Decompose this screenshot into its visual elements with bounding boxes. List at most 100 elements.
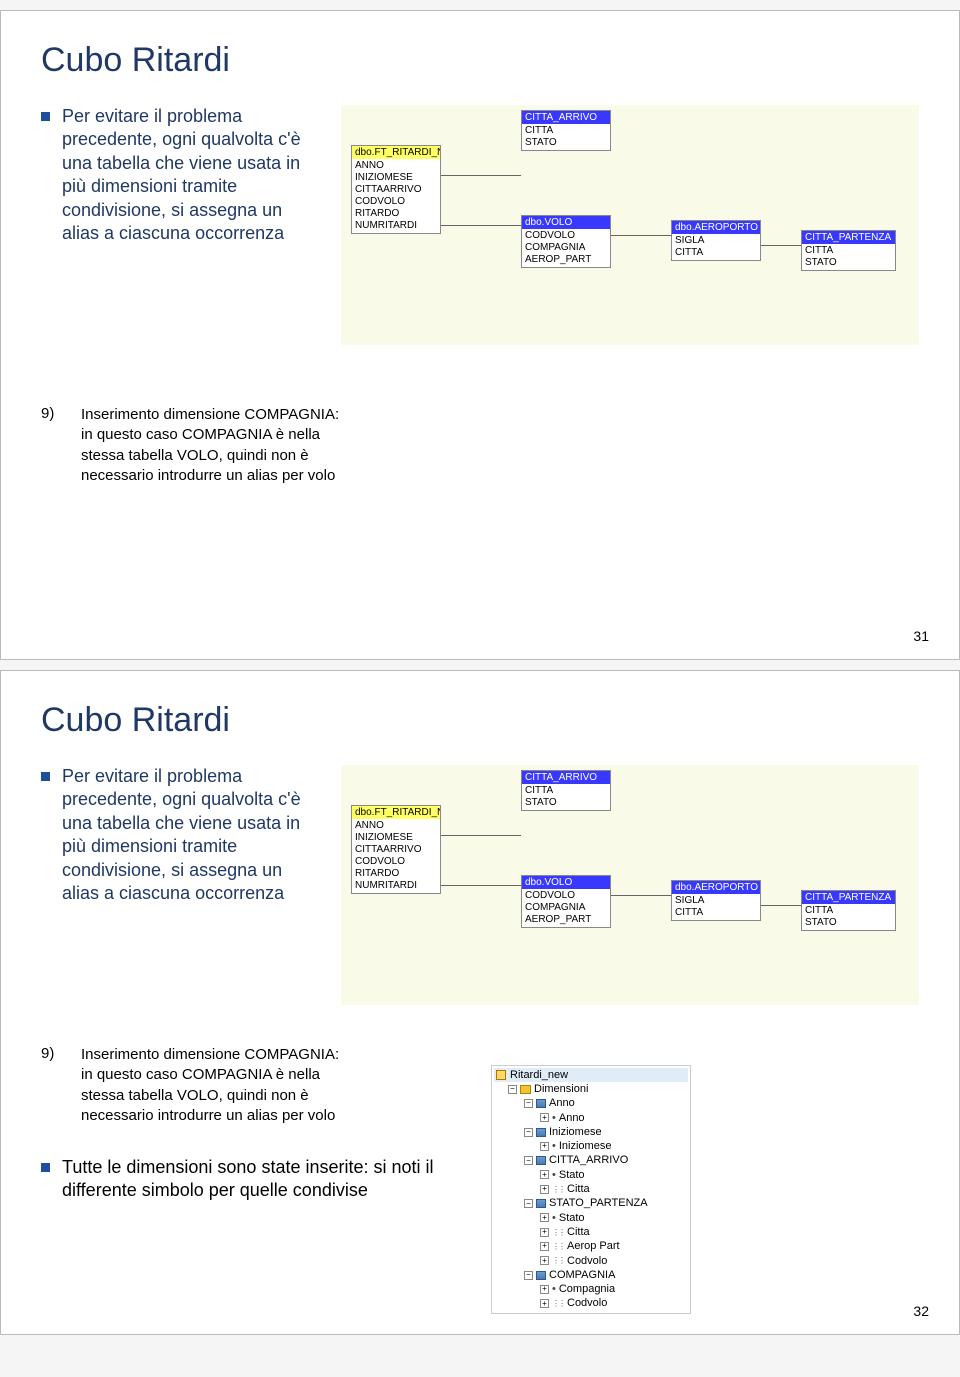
item-text: Inserimento dimensione COMPAGNIA: in que… [81, 1045, 341, 1126]
expand-icon: + [540, 1213, 549, 1222]
table-fields: CITTASTATO [802, 244, 895, 270]
numbered-item: 9) Inserimento dimensione COMPAGNIA: in … [41, 1045, 461, 1126]
table-header: dbo.VOLO [522, 876, 610, 889]
slide-32: Cubo Ritardi Per evitare il problema pre… [0, 670, 960, 1335]
table-fields: ANNOINIZIOMESECITTAARRIVOCODVOLORITARDON… [352, 159, 440, 233]
tree-level: + Citta [494, 1225, 688, 1239]
table-fields: CODVOLOCOMPAGNIAAEROP_PART [522, 229, 610, 267]
dimension-icon [536, 1199, 546, 1208]
expand-icon: + [540, 1299, 549, 1308]
item-number: 9) [41, 1045, 61, 1126]
tree-label: Iniziomese [549, 1125, 602, 1139]
table-box: CITTA_PARTENZACITTASTATO [801, 890, 896, 931]
tree-dimension: −STATO_PARTENZA [494, 1196, 688, 1210]
table-header: dbo.AEROPORTO [672, 221, 760, 234]
table-header: dbo.FT_RITARDI_NEW [352, 806, 440, 819]
tree-level: + Compagnia [494, 1282, 688, 1296]
item-text: Inserimento dimensione COMPAGNIA: in que… [81, 405, 341, 486]
bullet-area: Per evitare il problema precedente, ogni… [41, 105, 321, 253]
tree-level: + Iniziomese [494, 1139, 688, 1153]
tree-dimension: −COMPAGNIA [494, 1268, 688, 1282]
page-number: 31 [913, 628, 929, 644]
connector-line [611, 895, 671, 896]
table-fields: CITTASTATO [522, 124, 610, 150]
table-fields: CITTASTATO [802, 904, 895, 930]
table-header: dbo.VOLO [522, 216, 610, 229]
expand-icon: + [540, 1185, 549, 1194]
tree-dimension: − Iniziomese [494, 1125, 688, 1139]
tree-dimension: − Anno [494, 1096, 688, 1110]
table-header: CITTA_ARRIVO [522, 771, 610, 784]
bullet-item: Tutte le dimensioni sono state inserite:… [41, 1156, 461, 1203]
dimension-icon [536, 1128, 546, 1137]
cube-icon [496, 1070, 506, 1080]
tree-label: Iniziomese [559, 1139, 612, 1153]
table-header: dbo.FT_RITARDI_NEW [352, 146, 440, 159]
bullet-text: Per evitare il problema precedente, ogni… [62, 765, 321, 905]
bullet-square-icon [41, 1163, 50, 1172]
table-header: CITTA_PARTENZA [802, 891, 895, 904]
expand-icon: + [540, 1285, 549, 1294]
bullet-area: Per evitare il problema precedente, ogni… [41, 765, 321, 913]
tree-label: Codvolo [567, 1254, 607, 1268]
dimension-icon [536, 1156, 546, 1165]
tree-label: Dimensioni [534, 1082, 588, 1096]
expand-icon: + [540, 1113, 549, 1122]
slide-31: Cubo Ritardi Per evitare il problema pre… [0, 10, 960, 660]
tree-level: + Aerop Part [494, 1239, 688, 1253]
slide-title: Cubo Ritardi [41, 41, 919, 80]
tree-label: Aerop Part [567, 1239, 620, 1253]
shared-icon [552, 1297, 564, 1310]
expand-icon: + [540, 1170, 549, 1179]
connector-line [441, 835, 521, 836]
tree-level: + Codvolo [494, 1254, 688, 1268]
dot-icon [552, 1282, 556, 1296]
content-row: Per evitare il problema precedente, ogni… [41, 765, 919, 1005]
bullet-item: Per evitare il problema precedente, ogni… [41, 105, 321, 245]
dimension-icon [536, 1271, 546, 1280]
table-box: dbo.VOLOCODVOLOCOMPAGNIAAEROP_PART [521, 875, 611, 928]
tree-label: Citta [567, 1225, 590, 1239]
collapse-icon: − [524, 1128, 533, 1137]
dimension-icon [536, 1099, 546, 1108]
table-header: CITTA_PARTENZA [802, 231, 895, 244]
bullet-item: Per evitare il problema precedente, ogni… [41, 765, 321, 905]
tree-root-label: Ritardi_new [510, 1069, 568, 1081]
table-fields: SIGLACITTA [672, 234, 760, 260]
table-fields: SIGLACITTA [672, 894, 760, 920]
expand-icon: + [540, 1242, 549, 1251]
tree-level: + Anno [494, 1111, 688, 1125]
tree-label: Citta [567, 1182, 590, 1196]
table-box: CITTA_ARRIVOCITTASTATO [521, 110, 611, 151]
content-row: Per evitare il problema precedente, ogni… [41, 105, 919, 345]
shared-icon [552, 1226, 564, 1239]
table-fields: CITTASTATO [522, 784, 610, 810]
tree-label: Anno [549, 1096, 575, 1110]
table-box: dbo.VOLOCODVOLOCOMPAGNIAAEROP_PART [521, 215, 611, 268]
slide-title: Cubo Ritardi [41, 701, 919, 740]
table-box: dbo.AEROPORTOSIGLACITTA [671, 220, 761, 261]
tree-level: + Stato [494, 1211, 688, 1225]
connector-line [441, 175, 521, 176]
tree-label: Anno [559, 1111, 585, 1125]
table-box: dbo.AEROPORTOSIGLACITTA [671, 880, 761, 921]
tree-root: Ritardi_new [494, 1068, 688, 1082]
table-box: dbo.FT_RITARDI_NEWANNOINIZIOMESECITTAARR… [351, 805, 441, 894]
dot-icon [552, 1211, 556, 1225]
bullet-text: Per evitare il problema precedente, ogni… [62, 105, 321, 245]
tree-level: + Citta [494, 1182, 688, 1196]
collapse-icon: − [524, 1099, 533, 1108]
expand-icon: + [540, 1228, 549, 1237]
tree-label: Codvolo [567, 1296, 607, 1310]
collapse-icon: − [524, 1271, 533, 1280]
collapse-icon: − [508, 1085, 517, 1094]
table-fields: CODVOLOCOMPAGNIAAEROP_PART [522, 889, 610, 927]
table-box: CITTA_ARRIVOCITTASTATO [521, 770, 611, 811]
connector-line [611, 235, 671, 236]
tree-label: STATO_PARTENZA [549, 1196, 648, 1210]
connector-line [441, 885, 521, 886]
collapse-icon: − [524, 1156, 533, 1165]
tree-folder: − Dimensioni [494, 1082, 688, 1096]
table-header: CITTA_ARRIVO [522, 111, 610, 124]
bullet-square-icon [41, 772, 50, 781]
